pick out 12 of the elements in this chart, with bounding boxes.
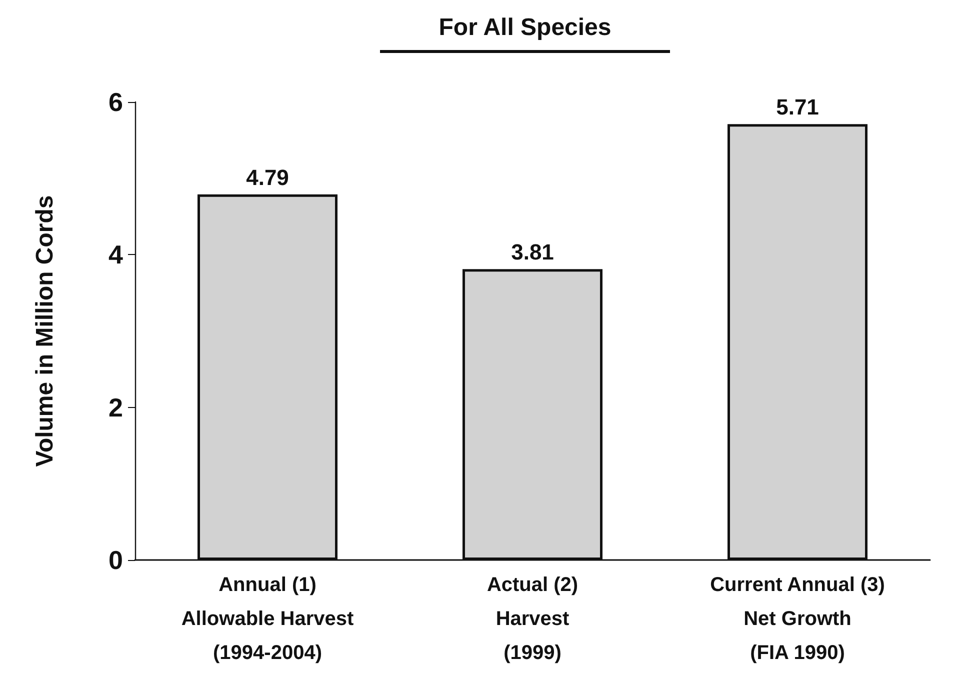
y-tick-label: 2	[108, 392, 123, 422]
chart-title: For All Species	[380, 14, 670, 53]
y-axis-title: Volume in Million Cords	[32, 195, 58, 467]
data-label: 4.79	[246, 164, 289, 190]
x-tick-label: Actual (2) Harvest (1999)	[486, 574, 578, 664]
data-label: 3.81	[511, 240, 554, 265]
x-tick-label: Annual (1) Allowable Harvest (1994-2004)	[181, 574, 354, 664]
y-tick-label: 4	[108, 240, 124, 270]
y-tick-label: 6	[108, 87, 123, 117]
y-tick-label: 0	[108, 545, 123, 575]
x-tick-label: Current Annual (3) Net Growth (FIA 1990)	[710, 574, 885, 664]
data-label: 5.71	[776, 94, 819, 120]
